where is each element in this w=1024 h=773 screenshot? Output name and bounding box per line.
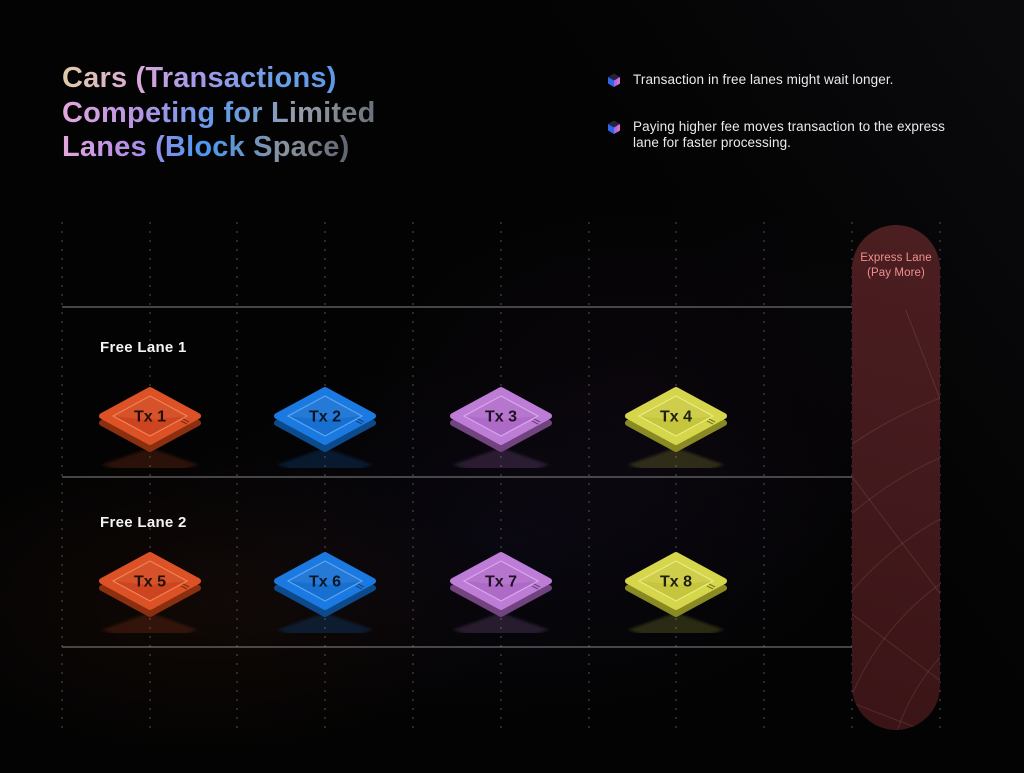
- express-lane-label-line1: Express Lane: [860, 252, 932, 264]
- legend-item-wait-longer: Transaction in free lanes might wait lon…: [607, 72, 963, 89]
- car-label: Tx 8: [660, 574, 692, 591]
- car-label: Tx 6: [309, 574, 341, 591]
- car-label: Tx 2: [309, 409, 341, 426]
- car-label: Tx 4: [660, 409, 692, 426]
- car-label: Tx 5: [134, 574, 166, 591]
- car-label: Tx 1: [134, 409, 166, 426]
- legend-text: Paying higher fee moves transaction to t…: [633, 118, 945, 151]
- car-tx-6: Tx 6: [270, 539, 380, 647]
- express-lane-label: Express Lane (Pay More): [852, 251, 940, 280]
- title-line-3: Lanes (Block Space): [62, 131, 350, 163]
- cube-icon: [607, 73, 621, 87]
- free-lane-2-label: Free Lane 2: [100, 514, 187, 531]
- title-line-2: Competing for Limited: [62, 96, 376, 129]
- express-lane: Express Lane (Pay More): [852, 225, 940, 730]
- globe-wireframe-decoration: [852, 309, 940, 730]
- free-lane-1-label: Free Lane 1: [100, 339, 187, 356]
- car-tx-7: Tx 7: [446, 539, 556, 647]
- car-tx-8: Tx 8: [621, 539, 731, 647]
- page-title: Cars (Transactions) Competing for Limite…: [62, 61, 376, 165]
- car-label: Tx 3: [485, 409, 517, 426]
- legend: Transaction in free lanes might wait lon…: [607, 72, 963, 182]
- title-line-1: Cars (Transactions): [62, 62, 337, 94]
- legend-text: Transaction in free lanes might wait lon…: [633, 72, 894, 87]
- car-tx-2: Tx 2: [270, 374, 380, 482]
- cube-icon: [607, 120, 621, 134]
- car-label: Tx 7: [485, 574, 517, 591]
- legend-item-express-fee: Paying higher fee moves transaction to t…: [607, 119, 963, 152]
- express-lane-label-line2: (Pay More): [867, 266, 925, 279]
- car-tx-3: Tx 3: [446, 374, 556, 482]
- car-tx-4: Tx 4: [621, 374, 731, 482]
- car-tx-5: Tx 5: [95, 539, 205, 647]
- car-tx-1: Tx 1: [95, 374, 205, 482]
